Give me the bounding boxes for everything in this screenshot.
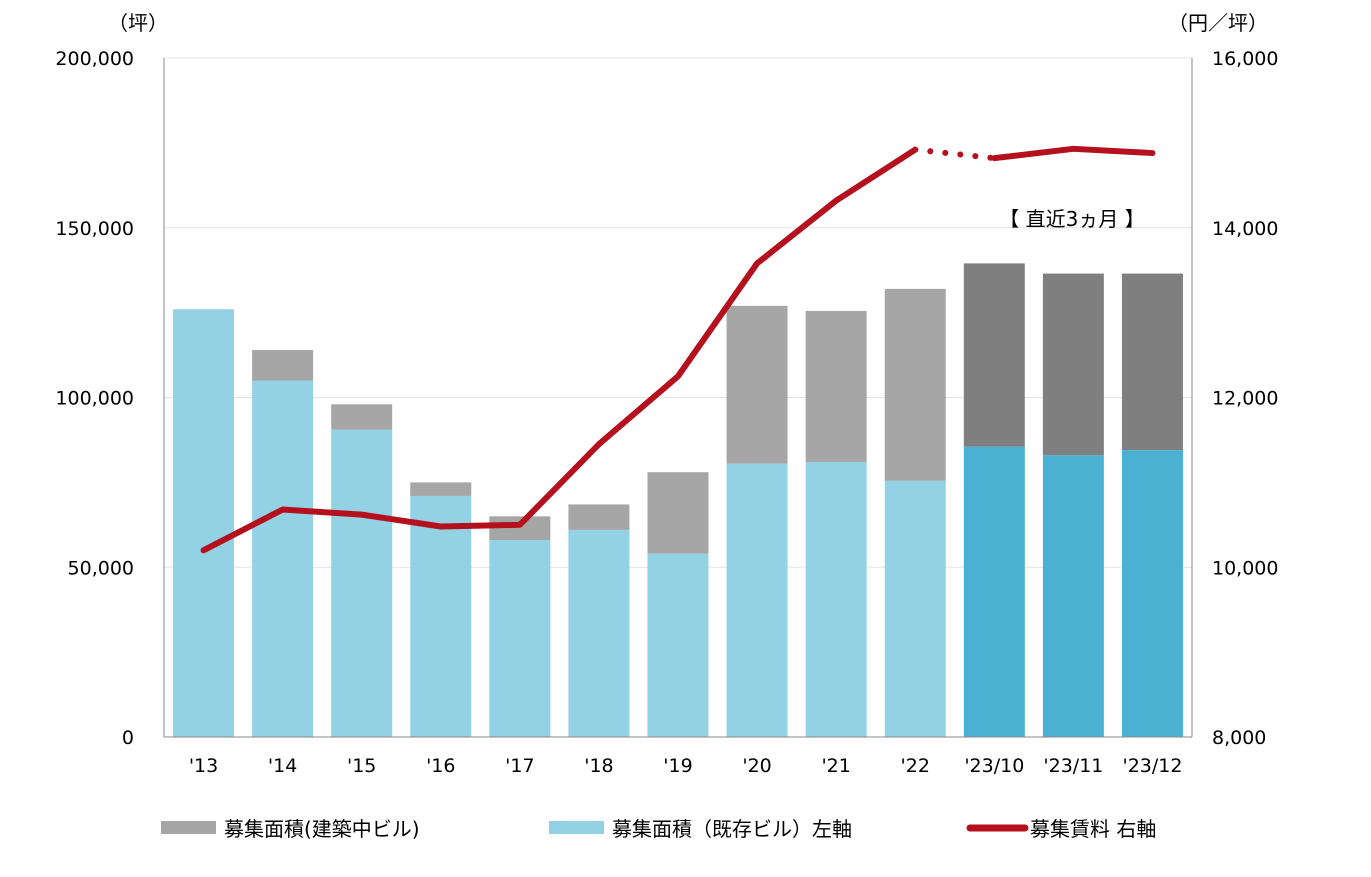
bar-existing bbox=[489, 540, 551, 737]
right-tick-label: 14,000 bbox=[1212, 218, 1278, 240]
x-tick-label: '19 bbox=[663, 755, 692, 777]
bar-existing bbox=[1042, 455, 1104, 737]
legend: 募集面積(建築中ビル) 募集面積（既存ビル）左軸 募集賃料 右軸 bbox=[161, 817, 1156, 841]
bar-existing bbox=[884, 480, 946, 737]
bar-existing bbox=[173, 309, 235, 737]
left-axis-unit: （坪） bbox=[108, 11, 168, 35]
bar-construction bbox=[1042, 273, 1104, 456]
x-tick-label: '14 bbox=[268, 755, 297, 777]
x-tick-label: '15 bbox=[347, 755, 376, 777]
left-tick-label: 150,000 bbox=[55, 218, 134, 240]
legend-label-construction: 募集面積(建築中ビル) bbox=[224, 817, 420, 841]
right-axis-ticks: 8,000 10,000 12,000 14,000 16,000 bbox=[1212, 48, 1278, 749]
bar-existing bbox=[1121, 450, 1183, 737]
left-tick-label: 0 bbox=[122, 727, 134, 749]
rent-line-monthly bbox=[991, 145, 1156, 162]
x-tick-label: '17 bbox=[505, 755, 534, 777]
bar-existing bbox=[252, 380, 314, 737]
bar-construction bbox=[963, 263, 1025, 447]
right-tick-label: 10,000 bbox=[1212, 557, 1278, 579]
rent-line-gap bbox=[912, 146, 998, 162]
right-tick-label: 8,000 bbox=[1212, 727, 1266, 749]
x-tick-label: '21 bbox=[821, 755, 850, 777]
left-axis-ticks: 0 50,000 100,000 150,000 200,000 bbox=[55, 48, 134, 749]
bar-construction bbox=[884, 288, 946, 481]
x-tick-label: '23/10 bbox=[964, 755, 1024, 777]
bar-construction bbox=[1121, 273, 1183, 451]
legend-swatch-existing bbox=[549, 821, 604, 834]
bars bbox=[173, 263, 1183, 737]
bar-construction bbox=[410, 482, 472, 496]
legend-label-existing: 募集面積（既存ビル）左軸 bbox=[612, 817, 852, 841]
legend-swatch-construction bbox=[161, 821, 216, 834]
bar-existing bbox=[726, 463, 788, 737]
x-axis-ticks: '13 '14 '15 '16 '17 '18 '19 '20 '21 '22 '23/10 '23/… bbox=[189, 755, 1183, 777]
bar-existing bbox=[410, 495, 472, 737]
bar-construction bbox=[331, 404, 393, 430]
rent-line-annual bbox=[200, 146, 919, 554]
bar-existing bbox=[963, 446, 1025, 737]
x-tick-label: '13 bbox=[189, 755, 218, 777]
bar-existing bbox=[805, 462, 867, 737]
bar-construction bbox=[568, 504, 630, 530]
x-tick-label: '18 bbox=[584, 755, 613, 777]
x-tick-label: '23/11 bbox=[1043, 755, 1103, 777]
bar-existing bbox=[568, 529, 630, 737]
bar-construction bbox=[252, 349, 314, 381]
rent-line bbox=[200, 145, 1156, 554]
recent-3-months-annotation: 【 直近3ヵ月 】 bbox=[999, 207, 1144, 231]
right-axis-unit: （円／坪） bbox=[1168, 11, 1268, 35]
bar-existing bbox=[647, 553, 709, 737]
x-tick-label: '23/12 bbox=[1122, 755, 1182, 777]
x-tick-label: '20 bbox=[742, 755, 771, 777]
bar-construction bbox=[647, 472, 709, 554]
bar-existing bbox=[331, 429, 393, 737]
x-tick-label: '22 bbox=[901, 755, 930, 777]
left-tick-label: 100,000 bbox=[55, 388, 134, 410]
bar-construction bbox=[726, 305, 788, 464]
left-tick-label: 50,000 bbox=[68, 557, 134, 579]
x-tick-label: '16 bbox=[426, 755, 455, 777]
right-tick-label: 12,000 bbox=[1212, 388, 1278, 410]
left-tick-label: 200,000 bbox=[55, 48, 134, 70]
legend-label-rent: 募集賃料 右軸 bbox=[1030, 817, 1156, 841]
right-tick-label: 16,000 bbox=[1212, 48, 1278, 70]
bar-construction bbox=[805, 310, 867, 463]
